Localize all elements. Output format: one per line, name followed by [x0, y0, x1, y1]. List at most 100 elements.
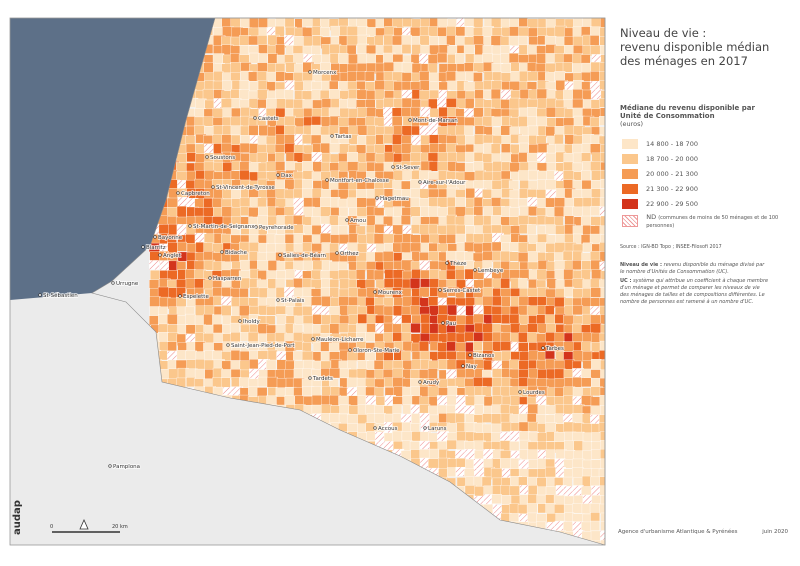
commune	[438, 107, 449, 117]
commune	[383, 233, 396, 244]
place-label: Dax	[281, 173, 293, 179]
place-dot	[38, 293, 42, 297]
commune	[284, 369, 295, 379]
commune	[437, 52, 448, 63]
commune	[600, 431, 605, 442]
place-dot	[423, 426, 427, 430]
commune	[257, 197, 267, 209]
note: UC : système qui attribue un coefficient…	[620, 278, 770, 306]
commune	[195, 358, 206, 370]
commune	[527, 287, 539, 298]
commune	[284, 179, 296, 191]
commune	[445, 70, 458, 82]
commune	[473, 18, 484, 29]
commune	[591, 359, 602, 370]
commune	[590, 71, 600, 82]
commune	[554, 134, 564, 146]
commune	[293, 36, 304, 47]
commune	[563, 395, 574, 406]
commune	[600, 215, 605, 227]
commune	[293, 99, 305, 109]
commune	[230, 134, 241, 147]
place-label: Mont-de-Marsan	[413, 118, 458, 124]
legend-label: 21 300 - 22 900	[646, 184, 698, 193]
commune	[553, 206, 566, 218]
commune	[176, 350, 187, 360]
commune	[346, 35, 359, 47]
commune	[357, 107, 368, 118]
commune	[176, 261, 187, 272]
place-label: St-Martin-de-Seignanx	[193, 224, 255, 230]
commune	[202, 207, 214, 217]
commune	[302, 306, 313, 317]
place-label: Nay	[466, 364, 477, 370]
commune	[420, 106, 431, 118]
footer: Agence d'urbanisme Atlantique & Pyrénées…	[618, 529, 788, 535]
place-label: Morcenx	[313, 70, 337, 76]
commune	[572, 206, 584, 217]
commune	[320, 351, 331, 363]
place-label: Serres-Castet	[443, 288, 481, 294]
commune	[221, 305, 232, 317]
commune	[518, 459, 531, 470]
commune	[456, 90, 467, 100]
commune	[447, 385, 458, 396]
commune	[419, 224, 430, 235]
commune	[563, 521, 575, 532]
commune	[455, 342, 467, 353]
commune	[563, 161, 574, 172]
commune	[545, 458, 555, 469]
commune	[310, 124, 322, 137]
commune	[447, 151, 458, 162]
place-label: Bayonne	[158, 235, 183, 241]
commune	[571, 323, 583, 334]
place-dot	[278, 253, 282, 257]
place-label: St-Vincent-de-Tyrosse	[216, 185, 275, 191]
commune	[392, 44, 404, 55]
commune	[266, 306, 278, 316]
commune	[508, 35, 520, 47]
place-dot	[325, 178, 329, 182]
place-dot	[438, 288, 442, 292]
commune	[301, 350, 315, 362]
commune	[572, 26, 583, 38]
place-dot	[330, 134, 334, 138]
commune	[240, 153, 250, 163]
place-dot	[178, 294, 182, 298]
place-dot	[253, 116, 257, 120]
place-label: Saint-Jean-Pied-de-Port	[231, 343, 295, 349]
commune	[186, 116, 196, 127]
commune	[203, 313, 214, 326]
commune	[572, 260, 582, 270]
commune	[284, 115, 296, 127]
commune	[472, 233, 486, 244]
place-label: Thèze	[449, 260, 467, 267]
commune	[464, 485, 477, 495]
commune	[591, 188, 602, 199]
commune	[230, 332, 242, 342]
commune	[473, 313, 484, 324]
commune	[427, 54, 438, 65]
commune	[544, 305, 555, 316]
commune	[427, 63, 438, 75]
commune	[401, 314, 412, 325]
commune	[401, 107, 412, 117]
commune	[491, 314, 503, 324]
commune	[293, 387, 303, 397]
commune	[240, 259, 251, 272]
note: Niveau de vie : revenu disponible du mén…	[620, 262, 770, 276]
commune	[455, 125, 466, 136]
commune	[528, 368, 539, 379]
title: Niveau de vie : revenu disponible médian d…	[620, 26, 790, 68]
commune	[600, 314, 605, 325]
commune	[508, 53, 519, 64]
commune	[600, 144, 605, 155]
commune	[356, 71, 366, 82]
commune	[465, 188, 476, 200]
commune	[239, 169, 250, 181]
commune	[536, 53, 547, 65]
commune	[249, 287, 260, 298]
commune	[177, 241, 187, 252]
commune	[383, 322, 394, 333]
commune	[194, 368, 205, 380]
